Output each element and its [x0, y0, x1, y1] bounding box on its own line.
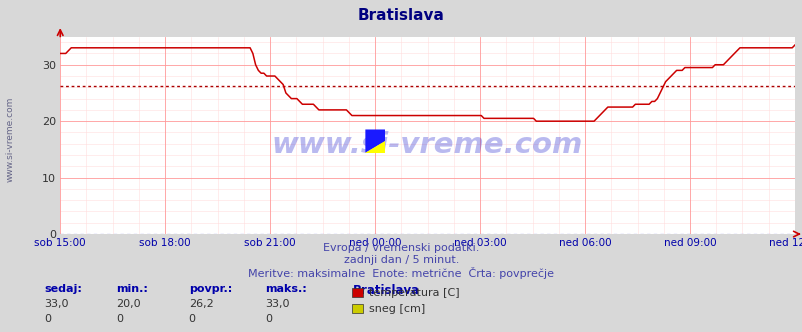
Text: 0: 0	[44, 314, 51, 324]
Text: sneg [cm]: sneg [cm]	[369, 304, 425, 314]
Text: Evropa / vremenski podatki.: Evropa / vremenski podatki.	[323, 243, 479, 253]
Text: maks.:: maks.:	[265, 284, 306, 294]
Text: zadnji dan / 5 minut.: zadnji dan / 5 minut.	[343, 255, 459, 265]
Polygon shape	[365, 129, 385, 153]
Text: 0: 0	[116, 314, 124, 324]
Text: 26,2: 26,2	[188, 299, 213, 309]
Text: 0: 0	[188, 314, 196, 324]
Text: www.si-vreme.com: www.si-vreme.com	[5, 97, 14, 182]
Text: 33,0: 33,0	[265, 299, 290, 309]
Text: 20,0: 20,0	[116, 299, 141, 309]
Text: sedaj:: sedaj:	[44, 284, 82, 294]
Text: 0: 0	[265, 314, 272, 324]
Text: min.:: min.:	[116, 284, 148, 294]
Text: Bratislava: Bratislava	[358, 8, 444, 23]
Text: Bratislava: Bratislava	[353, 284, 420, 297]
Text: 33,0: 33,0	[44, 299, 69, 309]
Text: povpr.:: povpr.:	[188, 284, 232, 294]
Polygon shape	[365, 141, 385, 153]
Text: temperatura [C]: temperatura [C]	[369, 288, 460, 298]
Text: www.si-vreme.com: www.si-vreme.com	[272, 131, 582, 159]
Text: Meritve: maksimalne  Enote: metrične  Črta: povprečje: Meritve: maksimalne Enote: metrične Črta…	[248, 267, 554, 279]
